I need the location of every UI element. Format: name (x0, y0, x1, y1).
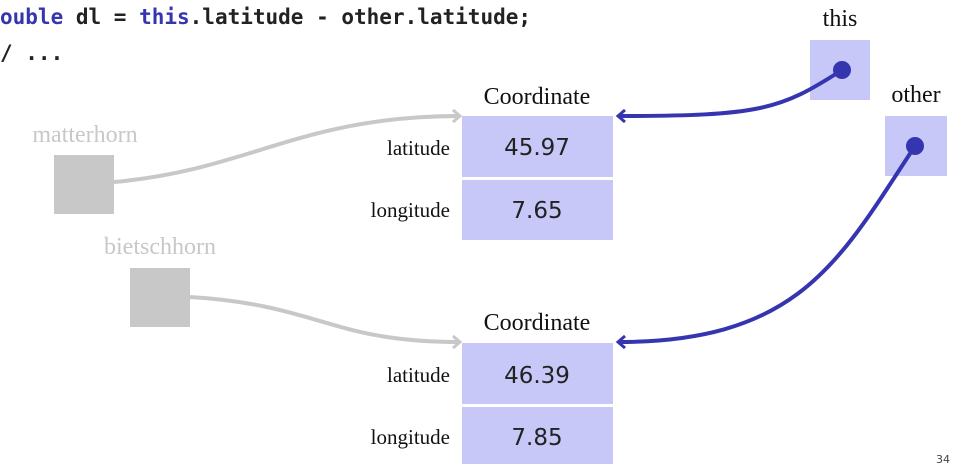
reference-arrow (618, 144, 917, 342)
variable-box (54, 155, 114, 214)
variable-label: this (823, 6, 858, 32)
field-box (462, 343, 613, 404)
reference-arrow (618, 68, 844, 116)
field-name: latitude (387, 136, 450, 160)
variable-label: bietschhorn (104, 234, 216, 260)
field-box (462, 180, 613, 240)
page-number: 34 (936, 453, 950, 466)
field-name: latitude (387, 363, 450, 387)
variable-label: other (891, 82, 940, 108)
code-line: ouble dl = this.latitude - other.latitud… (0, 5, 531, 29)
keyword: ouble (0, 5, 63, 29)
reference-arrow (113, 116, 460, 184)
field-box (462, 116, 613, 177)
variable-box (130, 268, 190, 327)
reference-arrow (189, 295, 460, 342)
code-text: .latitude - other.latitude; (190, 5, 531, 29)
field-value: 7.65 (511, 198, 562, 224)
field-name: longitude (371, 198, 450, 222)
object-type: Coordinate (484, 84, 591, 110)
field-box (462, 407, 613, 464)
pointer-dot (833, 61, 851, 79)
variable-label: matterhorn (32, 122, 137, 148)
field-name: longitude (371, 425, 450, 449)
field-value: 7.85 (511, 425, 562, 451)
field-value: 46.39 (504, 363, 570, 389)
code-text: dl = (63, 5, 139, 29)
code-line: / ... (0, 41, 63, 65)
pointer-dot (906, 137, 924, 155)
keyword: this (139, 5, 190, 29)
object-type: Coordinate (484, 310, 591, 336)
field-value: 45.97 (504, 135, 570, 161)
